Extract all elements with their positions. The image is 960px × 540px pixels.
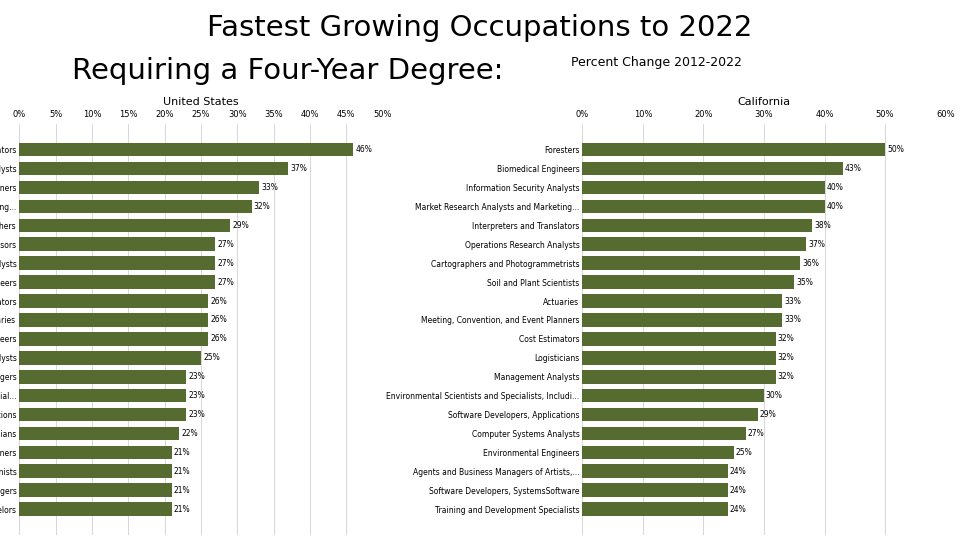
Bar — [19, 200, 252, 213]
Title: United States: United States — [163, 97, 239, 107]
Bar — [19, 389, 186, 402]
Bar — [583, 332, 776, 346]
Bar — [19, 332, 208, 346]
Text: 21%: 21% — [174, 448, 191, 457]
Bar — [19, 256, 215, 270]
Bar — [583, 483, 728, 497]
Text: 27%: 27% — [218, 278, 234, 287]
Title: California: California — [737, 97, 790, 107]
Bar — [19, 446, 172, 459]
Text: 38%: 38% — [814, 221, 831, 230]
Bar — [19, 219, 229, 232]
Bar — [19, 502, 172, 516]
Bar — [583, 427, 746, 440]
Bar — [583, 256, 801, 270]
Text: 23%: 23% — [188, 391, 205, 400]
Bar — [19, 162, 288, 176]
Text: 29%: 29% — [232, 221, 249, 230]
Text: 32%: 32% — [778, 334, 795, 343]
Text: 37%: 37% — [808, 240, 825, 249]
Text: 27%: 27% — [218, 240, 234, 249]
Bar — [583, 238, 806, 251]
Text: 50%: 50% — [887, 145, 903, 154]
Text: 29%: 29% — [759, 410, 777, 419]
Bar — [19, 313, 208, 327]
Text: 33%: 33% — [261, 183, 278, 192]
Bar — [19, 275, 215, 289]
Text: 33%: 33% — [784, 296, 801, 306]
Text: 27%: 27% — [748, 429, 764, 438]
Text: 21%: 21% — [174, 467, 191, 476]
Bar — [19, 143, 353, 157]
Bar — [583, 275, 794, 289]
Bar — [19, 351, 201, 364]
Text: 40%: 40% — [827, 202, 843, 211]
Text: 37%: 37% — [290, 164, 307, 173]
Text: 24%: 24% — [730, 505, 746, 514]
Text: 24%: 24% — [730, 467, 746, 476]
Bar — [583, 294, 782, 308]
Text: 26%: 26% — [210, 315, 228, 325]
Text: 21%: 21% — [174, 485, 191, 495]
Bar — [583, 370, 776, 383]
Bar — [19, 427, 180, 440]
Bar — [19, 464, 172, 478]
Text: 32%: 32% — [778, 353, 795, 362]
Text: 23%: 23% — [188, 410, 205, 419]
Text: 30%: 30% — [766, 391, 782, 400]
Bar — [19, 370, 186, 383]
Text: 32%: 32% — [253, 202, 271, 211]
Bar — [583, 408, 757, 421]
Text: 27%: 27% — [218, 259, 234, 268]
Bar — [583, 181, 825, 194]
Text: 21%: 21% — [174, 505, 191, 514]
Text: 36%: 36% — [803, 259, 819, 268]
Text: 23%: 23% — [188, 372, 205, 381]
Text: 25%: 25% — [203, 353, 220, 362]
Bar — [19, 181, 259, 194]
Text: 46%: 46% — [355, 145, 372, 154]
Bar — [583, 502, 728, 516]
Text: 33%: 33% — [784, 315, 801, 325]
Text: 32%: 32% — [778, 372, 795, 381]
Bar — [19, 294, 208, 308]
Bar — [583, 351, 776, 364]
Text: 22%: 22% — [181, 429, 198, 438]
Bar — [583, 446, 733, 459]
Bar — [583, 200, 825, 213]
Text: Fastest Growing Occupations to 2022: Fastest Growing Occupations to 2022 — [207, 14, 753, 42]
Text: 43%: 43% — [845, 164, 861, 173]
Text: Requiring a Four-Year Degree:: Requiring a Four-Year Degree: — [72, 57, 504, 85]
Text: Percent Change 2012-2022: Percent Change 2012-2022 — [571, 56, 742, 69]
Text: 40%: 40% — [827, 183, 843, 192]
Bar — [583, 313, 782, 327]
Text: 26%: 26% — [210, 334, 228, 343]
Text: 35%: 35% — [796, 278, 813, 287]
Text: 26%: 26% — [210, 296, 228, 306]
Bar — [19, 408, 186, 421]
Bar — [583, 219, 812, 232]
Bar — [583, 143, 885, 157]
Text: 25%: 25% — [735, 448, 753, 457]
Bar — [583, 162, 843, 176]
Bar — [583, 464, 728, 478]
Bar — [19, 483, 172, 497]
Bar — [19, 238, 215, 251]
Text: 24%: 24% — [730, 485, 746, 495]
Bar — [583, 389, 764, 402]
